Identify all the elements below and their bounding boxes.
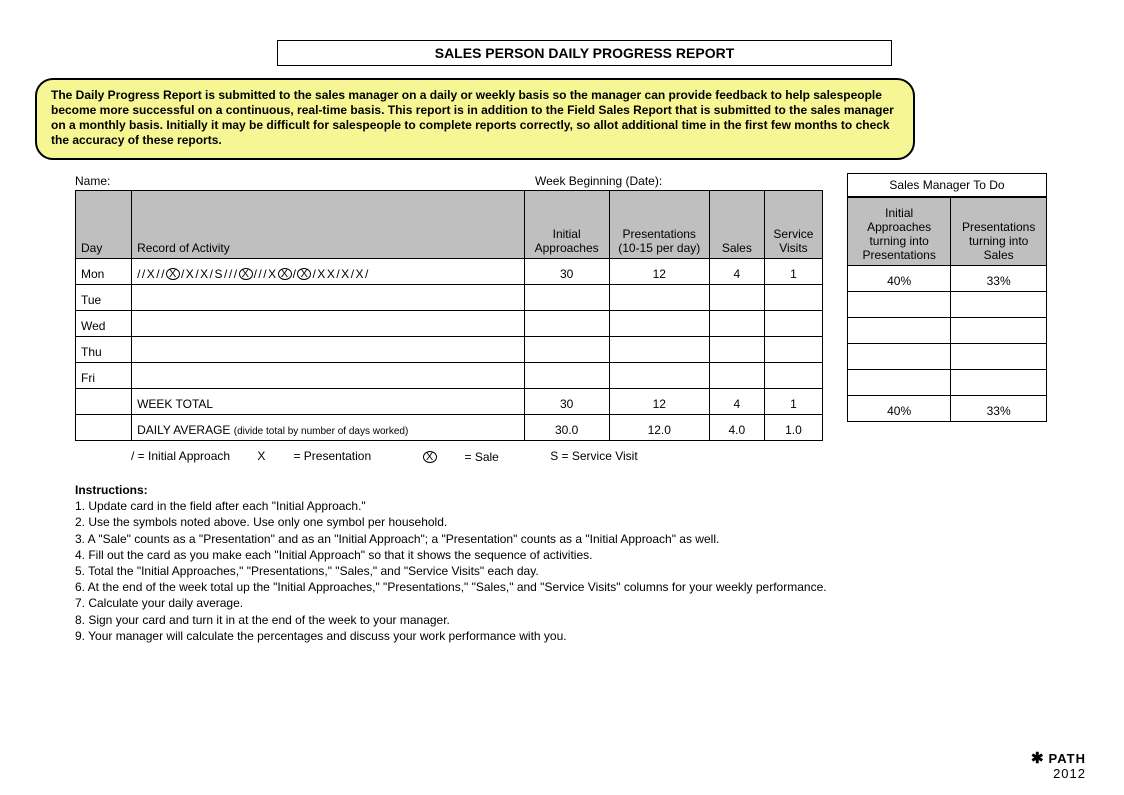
page-title: SALES PERSON DAILY PROGRESS REPORT	[277, 40, 892, 66]
legend-presentation: X = Presentation	[257, 449, 395, 463]
legend-initial: / = Initial Approach	[131, 449, 230, 463]
name-label: Name:	[75, 174, 535, 188]
col-initial: Initial Approaches	[524, 191, 609, 259]
instruction-item: 3. A "Sale" counts as a "Presentation" a…	[75, 531, 1094, 547]
table-row	[848, 292, 1047, 318]
col-sales: Sales	[709, 191, 764, 259]
brand-logo: ✱ PATH	[1031, 751, 1086, 766]
instruction-item: 4. Fill out the card as you make each "I…	[75, 547, 1094, 563]
instruction-item: 2. Use the symbols noted above. Use only…	[75, 514, 1094, 530]
sale-icon: X	[423, 451, 437, 463]
table-row: Mon//X//X/X/X/S///X///XX/X/XX/X/X/301241	[76, 259, 823, 285]
todo-col-approaches: Initial Approaches turning into Presenta…	[848, 198, 951, 266]
footer: ✱ PATH 2012	[1031, 751, 1086, 781]
todo-title: Sales Manager To Do	[847, 173, 1047, 197]
footer-year: 2012	[1031, 766, 1086, 781]
instruction-item: 5. Total the "Initial Approaches," "Pres…	[75, 563, 1094, 579]
info-callout: The Daily Progress Report is submitted t…	[35, 78, 915, 160]
col-presentations: Presentations (10-15 per day)	[609, 191, 709, 259]
col-service: Service Visits	[764, 191, 822, 259]
instruction-item: 8. Sign your card and turn it in at the …	[75, 612, 1094, 628]
table-row	[848, 370, 1047, 396]
todo-table: Initial Approaches turning into Presenta…	[847, 197, 1047, 422]
daily-average-row: DAILY AVERAGE (divide total by number of…	[76, 415, 823, 441]
col-record: Record of Activity	[132, 191, 525, 259]
form-fields: Name: Week Beginning (Date):	[75, 174, 823, 188]
todo-col-presentations: Presentations turning into Sales	[951, 198, 1047, 266]
week-label: Week Beginning (Date):	[535, 174, 662, 188]
instruction-item: 7. Calculate your daily average.	[75, 595, 1094, 611]
instruction-item: 6. At the end of the week total up the "…	[75, 579, 1094, 595]
instructions: Instructions: 1. Update card in the fiel…	[75, 482, 1094, 644]
progress-table: Day Record of Activity Initial Approache…	[75, 190, 823, 441]
legend: / = Initial Approach X = Presentation X …	[131, 449, 823, 464]
instruction-item: 9. Your manager will calculate the perce…	[75, 628, 1094, 644]
table-row: Fri	[76, 363, 823, 389]
col-day: Day	[76, 191, 132, 259]
table-row	[848, 344, 1047, 370]
todo-total-row: 40%33%	[848, 396, 1047, 422]
table-row: Wed	[76, 311, 823, 337]
legend-sale: X = Sale	[423, 450, 523, 464]
table-row: Thu	[76, 337, 823, 363]
instructions-heading: Instructions:	[75, 482, 1094, 498]
week-total-row: WEEK TOTAL301241	[76, 389, 823, 415]
table-row: 40%33%	[848, 266, 1047, 292]
table-row	[848, 318, 1047, 344]
instruction-item: 1. Update card in the field after each "…	[75, 498, 1094, 514]
table-row: Tue	[76, 285, 823, 311]
legend-service: S = Service Visit	[550, 449, 637, 463]
asterisk-icon: ✱	[1031, 751, 1045, 766]
